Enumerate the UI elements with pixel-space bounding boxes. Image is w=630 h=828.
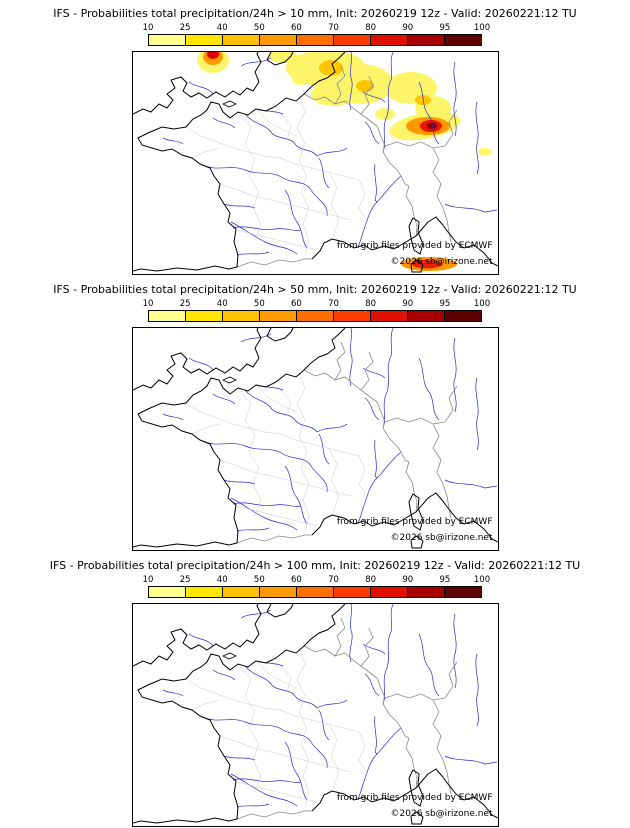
colorbar-tick: 60 (291, 575, 302, 585)
colorbar-tick: 40 (216, 575, 228, 585)
colorbar: 10 25 40 50 60 70 80 90 95 100 (143, 23, 491, 46)
attribution-ecmwf: from grib files provided by ECMWF (336, 793, 493, 803)
colorbar-tick: 25 (179, 23, 191, 33)
colorbar-segment (297, 587, 334, 597)
colorbar: 10 25 40 50 60 70 80 90 95 100 (143, 575, 491, 598)
colorbar-tick: 60 (291, 23, 302, 33)
colorbar-tick: 40 (216, 23, 228, 33)
map-precip-10mm: from grib files provided by ECMWF ©2026 … (131, 51, 499, 275)
colorbar-segment (445, 311, 481, 321)
colorbar-tick: 50 (253, 575, 265, 585)
panel-precip-10mm: IFS - Probabilities total precipitation/… (0, 0, 630, 276)
colorbar-segment (149, 587, 186, 597)
copyright-irizone: ©2026 sb@irizone.net (390, 809, 493, 819)
attribution-ecmwf: from grib files provided by ECMWF (336, 517, 493, 527)
colorbar-segment (223, 587, 260, 597)
colorbar-tick: 100 (473, 23, 491, 33)
colorbar-tick: 95 (439, 575, 451, 585)
colorbar-gradient-bar (148, 586, 482, 598)
colorbar-tick: 70 (328, 299, 339, 309)
copyright-irizone: ©2026 sb@irizone.net (390, 533, 493, 543)
colorbar-tick: 80 (365, 575, 377, 585)
colorbar-segment (223, 311, 260, 321)
colorbar-tick: 80 (365, 299, 377, 309)
colorbar-tick: 70 (328, 23, 339, 33)
colorbar-tick: 100 (473, 299, 491, 309)
panel-title: IFS - Probabilities total precipitation/… (49, 559, 581, 572)
colorbar-segment (186, 587, 223, 597)
colorbar-gradient-bar (148, 34, 482, 46)
colorbar-tick: 90 (402, 575, 414, 585)
colorbar-segment (408, 587, 445, 597)
panel-title: IFS - Probabilities total precipitation/… (53, 283, 577, 296)
colorbar-segment (408, 35, 445, 45)
colorbar-segment (371, 311, 408, 321)
attribution-ecmwf: from grib files provided by ECMWF (336, 241, 493, 251)
copyright-irizone: ©2026 sb@irizone.net (390, 257, 493, 267)
colorbar-tick: 10 (142, 575, 154, 585)
colorbar-segment (408, 311, 445, 321)
panel-precip-50mm: IFS - Probabilities total precipitation/… (0, 276, 630, 552)
colorbar-tick-labels: 10 25 40 50 60 70 80 90 95 100 (143, 299, 491, 310)
colorbar-tick: 50 (253, 23, 265, 33)
map-precip-100mm: from grib files provided by ECMWF ©2026 … (131, 603, 499, 827)
colorbar-tick: 40 (216, 299, 228, 309)
map-precip-50mm: from grib files provided by ECMWF ©2026 … (131, 327, 499, 551)
colorbar-segment (223, 35, 260, 45)
colorbar-segment (149, 311, 186, 321)
colorbar-segment (334, 587, 371, 597)
panel-title: IFS - Probabilities total precipitation/… (53, 7, 577, 20)
colorbar-segment (260, 587, 297, 597)
colorbar-tick: 90 (402, 23, 414, 33)
colorbar-tick: 95 (439, 299, 451, 309)
colorbar-tick: 50 (253, 299, 265, 309)
colorbar-segment (334, 35, 371, 45)
colorbar-tick: 70 (328, 575, 339, 585)
colorbar-segment (149, 35, 186, 45)
colorbar-tick: 100 (473, 575, 491, 585)
colorbar-segment (260, 311, 297, 321)
colorbar-tick: 10 (142, 23, 154, 33)
colorbar-tick: 10 (142, 299, 154, 309)
colorbar-tick: 25 (179, 575, 191, 585)
map-canvas (132, 52, 498, 273)
colorbar-segment (371, 587, 408, 597)
colorbar-tick: 60 (291, 299, 302, 309)
colorbar-segment (260, 35, 297, 45)
colorbar: 10 25 40 50 60 70 80 90 95 100 (143, 299, 491, 322)
colorbar-segment (334, 311, 371, 321)
colorbar-tick: 90 (402, 299, 414, 309)
colorbar-tick-labels: 10 25 40 50 60 70 80 90 95 100 (143, 23, 491, 34)
colorbar-gradient-bar (148, 310, 482, 322)
colorbar-segment (371, 35, 408, 45)
colorbar-tick: 95 (439, 23, 451, 33)
colorbar-segment (445, 587, 481, 597)
panel-precip-100mm: IFS - Probabilities total precipitation/… (0, 552, 630, 828)
colorbar-segment (297, 35, 334, 45)
colorbar-segment (297, 311, 334, 321)
colorbar-segment (186, 311, 223, 321)
colorbar-tick-labels: 10 25 40 50 60 70 80 90 95 100 (143, 575, 491, 586)
colorbar-segment (186, 35, 223, 45)
colorbar-segment (445, 35, 481, 45)
precip-overlay (196, 52, 492, 271)
colorbar-tick: 25 (179, 299, 191, 309)
colorbar-tick: 80 (365, 23, 377, 33)
